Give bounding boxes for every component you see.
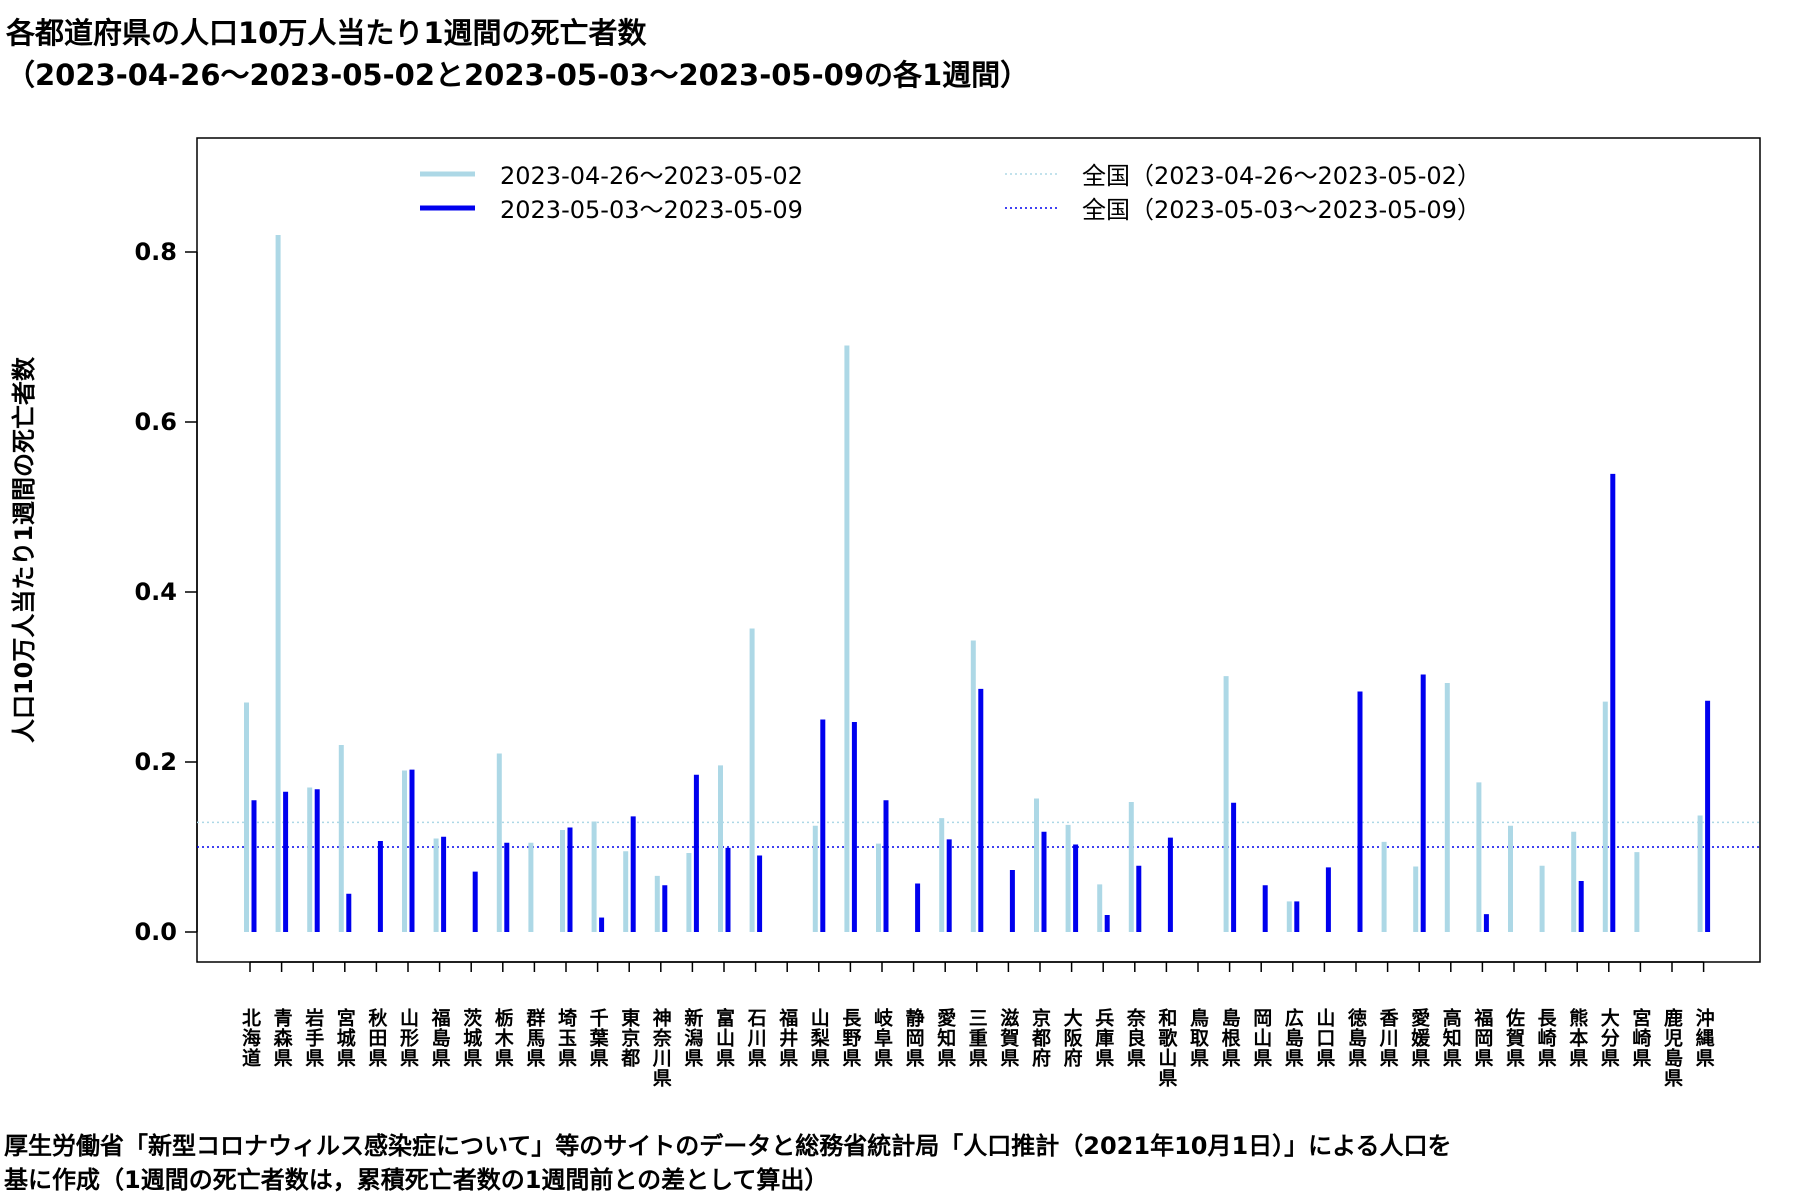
legend-label-ref2: 全国（2023-05-03～2023-05-09） [1082, 196, 1481, 224]
x-tick-label: 長崎県 [1535, 1008, 1557, 1068]
x-tick-label: 青森県 [271, 1008, 293, 1068]
x-tick-label: 高知県 [1440, 1007, 1462, 1068]
x-tick-label: 東京都 [618, 1007, 641, 1068]
legend-label-ref1: 全国（2023-04-26～2023-05-02） [1082, 162, 1481, 190]
x-tick-label: 山形県 [397, 1008, 419, 1068]
x-tick-label: 奈良県 [1124, 1007, 1147, 1068]
x-tick-label: 鹿児島県 [1661, 1007, 1684, 1088]
source-note-line2: 基に作成（1週間の死亡者数は，累積死亡者数の1週間前との差として算出） [4, 1166, 829, 1194]
x-tick-label: 愛知県 [934, 1008, 956, 1068]
x-tick-label: 秋田県 [365, 1007, 387, 1068]
x-tick-label: 群馬県 [523, 1007, 546, 1068]
x-tick-label: 長野県 [839, 1008, 861, 1068]
x-tick-label: 岐阜県 [871, 1008, 893, 1068]
x-tick-label: 千葉県 [587, 1008, 610, 1068]
y-tick-label: 0.6 [134, 408, 177, 436]
legend-label-week2: 2023-05-03～2023-05-09 [500, 196, 803, 224]
x-tick-label: 神奈川県 [650, 1007, 673, 1088]
x-tick-label: 茨城県 [460, 1007, 482, 1068]
x-tick-label: 栃木県 [492, 1007, 515, 1068]
x-tick-label: 富山県 [713, 1007, 735, 1068]
x-tick-label: 熊本県 [1566, 1007, 1588, 1068]
x-tick-label: 福井県 [776, 1007, 799, 1068]
x-tick-label: 兵庫県 [1092, 1008, 1114, 1068]
chart-title-line2: （2023-04-26～2023-05-02と2023-05-03～2023-0… [6, 58, 1030, 92]
x-tick-label: 山梨県 [808, 1008, 831, 1068]
legend-label-week1: 2023-04-26～2023-05-02 [500, 162, 803, 190]
x-tick-label: 静岡県 [903, 1007, 925, 1068]
x-tick-label: 新潟県 [681, 1007, 703, 1068]
x-tick-label: 大阪府 [1061, 1007, 1083, 1068]
x-tick-label: 北海道 [239, 1008, 261, 1068]
x-tick-label: 宮城県 [334, 1007, 356, 1068]
x-tick-label: 香川県 [1377, 1008, 1400, 1068]
x-tick-label: 福島県 [429, 1007, 452, 1068]
x-tick-label: 埼玉県 [555, 1007, 577, 1068]
x-tick-label: 山口県 [1313, 1008, 1335, 1068]
x-tick-label: 三重県 [966, 1008, 988, 1068]
y-axis-title: 人口10万人当たり1週間の死亡者数 [10, 356, 38, 743]
x-tick-label: 佐賀県 [1503, 1007, 1526, 1068]
y-tick-label: 0.4 [134, 578, 177, 606]
x-tick-label: 岡山県 [1250, 1008, 1272, 1068]
x-tick-label: 大分県 [1598, 1007, 1620, 1068]
x-tick-label: 岩手県 [302, 1007, 325, 1068]
chart-title-line1: 各都道府県の人口10万人当たり1週間の死亡者数 [6, 16, 647, 50]
x-tick-label: 滋賀県 [997, 1007, 1020, 1068]
x-tick-label: 島根県 [1219, 1007, 1241, 1068]
source-note-line1: 厚生労働省「新型コロナウィルス感染症について」等のサイトのデータと総務省統計局「… [4, 1132, 1452, 1160]
x-tick-label: 京都府 [1029, 1007, 1052, 1068]
y-tick-label: 0.2 [134, 748, 177, 776]
y-tick-label: 0.8 [134, 238, 177, 266]
x-tick-label: 愛媛県 [1408, 1008, 1431, 1068]
y-tick-label: 0.0 [134, 918, 177, 946]
x-tick-label: 徳島県 [1345, 1007, 1368, 1068]
x-tick-label: 広島県 [1282, 1007, 1304, 1068]
x-tick-label: 福岡県 [1471, 1007, 1494, 1068]
x-tick-label: 石川県 [745, 1008, 768, 1068]
x-tick-label: 宮崎県 [1629, 1007, 1651, 1068]
x-tick-label: 和歌山県 [1155, 1007, 1177, 1088]
x-tick-label: 沖縄県 [1693, 1007, 1715, 1068]
x-tick-label: 鳥取県 [1187, 1007, 1209, 1068]
